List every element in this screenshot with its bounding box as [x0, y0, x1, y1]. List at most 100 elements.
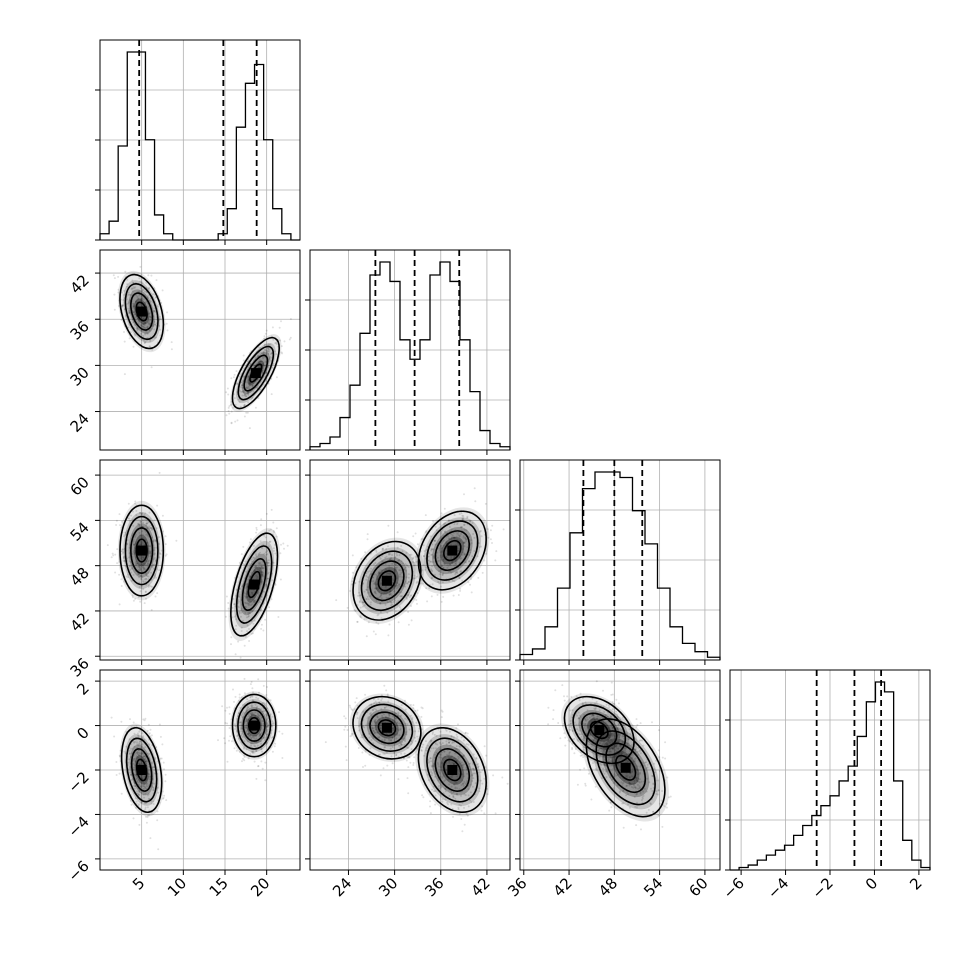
sample-point	[170, 341, 173, 344]
sample-point	[375, 574, 378, 576]
sample-point	[406, 746, 409, 749]
sample-point	[274, 342, 277, 345]
sample-point	[456, 735, 459, 738]
sample-point	[636, 724, 639, 726]
sample-point	[250, 742, 253, 745]
sample-point	[398, 583, 401, 586]
sample-point	[358, 725, 361, 728]
density-peak	[136, 545, 147, 556]
sample-point	[399, 742, 402, 745]
sample-point	[379, 727, 382, 730]
sample-point	[460, 526, 463, 529]
sample-point	[161, 289, 164, 292]
sample-point	[149, 550, 152, 553]
sample-point	[467, 805, 470, 808]
sample-point	[145, 574, 148, 576]
sample-point	[424, 568, 427, 571]
sample-point	[461, 779, 464, 782]
sample-point	[611, 733, 614, 736]
sample-point	[361, 734, 363, 737]
sample-point	[584, 722, 586, 725]
sample-point	[436, 762, 439, 764]
sample-point	[453, 741, 455, 744]
sample-point	[408, 596, 411, 599]
sample-point	[450, 793, 453, 795]
sample-point	[238, 693, 241, 696]
scatter-panel-p1-p2	[305, 459, 511, 665]
sample-point	[444, 728, 447, 731]
sample-point	[373, 724, 376, 727]
sample-point	[409, 703, 412, 706]
sample-point	[247, 376, 250, 378]
sample-point	[123, 533, 126, 536]
sample-point	[138, 742, 141, 745]
sample-point	[252, 622, 255, 625]
sample-point	[150, 300, 153, 303]
sample-point	[356, 620, 359, 623]
sample-point	[113, 308, 116, 311]
sample-point	[241, 724, 243, 727]
sample-point	[170, 348, 173, 351]
sample-point	[362, 601, 365, 604]
sample-point	[368, 736, 371, 739]
sample-point	[411, 561, 414, 563]
sample-point	[247, 611, 250, 614]
sample-point	[464, 536, 467, 539]
sample-point	[374, 591, 377, 594]
sample-point	[254, 745, 257, 748]
sample-point	[485, 754, 488, 757]
sample-point	[425, 549, 428, 551]
sample-point	[245, 720, 248, 723]
sample-point	[248, 387, 251, 390]
sample-point	[466, 732, 469, 735]
sample-point	[454, 752, 457, 755]
sample-point	[242, 354, 245, 357]
sample-point	[417, 738, 420, 741]
sample-point	[148, 287, 150, 290]
sample-point	[450, 528, 453, 531]
sample-point	[242, 367, 245, 370]
sample-point	[396, 566, 398, 569]
sample-point	[579, 714, 582, 717]
sample-point	[617, 764, 620, 767]
sample-point	[441, 775, 444, 778]
sample-point	[454, 787, 457, 790]
sample-point	[164, 543, 167, 546]
sample-point	[139, 521, 142, 524]
sample-point	[139, 763, 142, 766]
sample-point	[458, 534, 461, 537]
sample-point	[147, 550, 150, 552]
sample-point	[251, 713, 254, 716]
sample-point	[481, 571, 484, 574]
sample-point	[444, 755, 447, 758]
sample-point	[127, 307, 130, 310]
sample-point	[365, 574, 368, 577]
sample-point	[404, 708, 407, 711]
x-tick-label: 42	[550, 874, 576, 900]
sample-point	[146, 534, 149, 537]
sample-point	[638, 739, 641, 742]
sample-point	[149, 545, 151, 548]
sample-point	[458, 748, 461, 751]
sample-point	[261, 702, 264, 704]
sample-point	[128, 299, 131, 302]
sample-point	[263, 344, 266, 347]
sample-point	[143, 775, 146, 778]
sample-point	[148, 315, 151, 318]
sample-point	[410, 748, 413, 751]
sample-point	[398, 740, 401, 743]
sample-point	[238, 591, 241, 593]
panel-frame	[309, 459, 511, 661]
sample-point	[426, 600, 429, 603]
sample-point	[143, 796, 146, 799]
sample-point	[143, 562, 146, 565]
sample-point	[571, 746, 574, 749]
sample-point	[364, 551, 367, 554]
sample-point	[591, 743, 594, 746]
sample-point	[250, 632, 253, 635]
sample-point	[629, 732, 632, 735]
sample-point	[140, 542, 143, 544]
sample-point	[267, 564, 270, 567]
sample-point	[613, 773, 616, 776]
x-tick-label: −2	[808, 874, 836, 902]
